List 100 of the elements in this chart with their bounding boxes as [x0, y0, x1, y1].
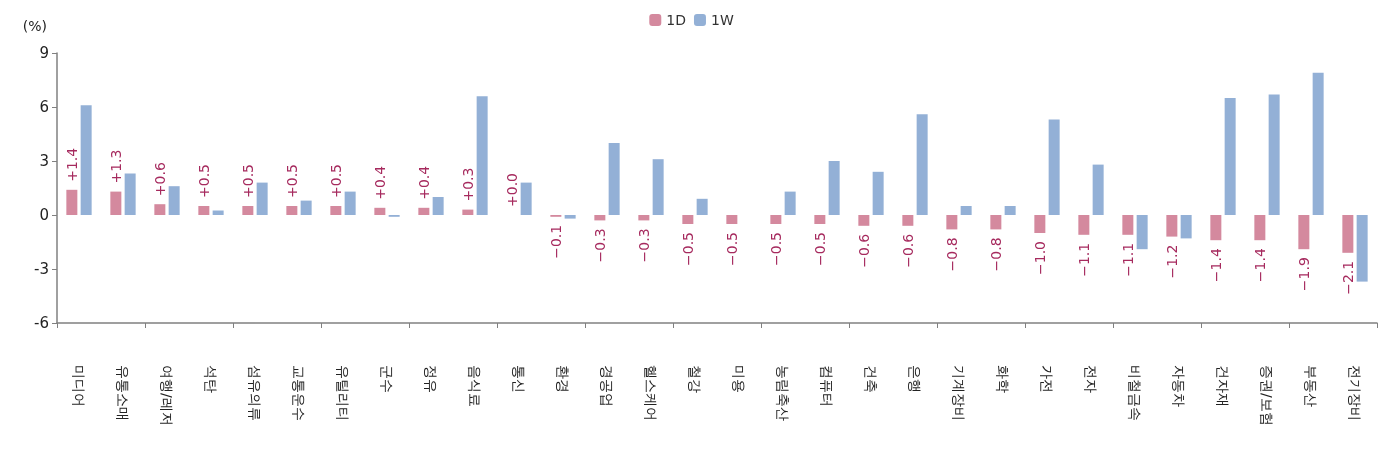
- bar: [344, 191, 356, 215]
- bar: [1004, 206, 1016, 215]
- bar: [1166, 215, 1178, 237]
- bar: [990, 215, 1002, 230]
- bar: [1312, 72, 1324, 215]
- data-label: −1.1: [1075, 242, 1092, 277]
- bar: [814, 215, 826, 224]
- bar: [168, 186, 180, 215]
- bar: [682, 215, 694, 224]
- bar: [1254, 215, 1266, 241]
- bar: [110, 191, 122, 215]
- data-label: +0.4: [371, 165, 388, 200]
- x-tick-label: 은행: [907, 365, 923, 393]
- y-tick-label: 9: [39, 44, 49, 62]
- bar: [1034, 215, 1046, 233]
- bar: [330, 206, 342, 215]
- bar: [564, 215, 576, 219]
- x-tick-label: 전자: [1083, 365, 1099, 393]
- x-tick-label: 건축: [863, 365, 879, 393]
- x-tick-label: 전기장비: [1347, 365, 1363, 421]
- data-label: −0.5: [811, 232, 828, 266]
- x-tick-label: 유틸리티: [335, 365, 351, 421]
- x-tick-label: 건자재: [1215, 365, 1231, 407]
- bar: [902, 215, 914, 226]
- bar: [770, 215, 782, 224]
- bar: [1224, 98, 1236, 215]
- x-tick-label: 부동산: [1303, 365, 1319, 407]
- bar: [1122, 215, 1134, 235]
- bar: [1078, 215, 1090, 235]
- bar: [286, 206, 298, 215]
- x-tick-label: 헬스케어: [643, 365, 659, 421]
- data-label: −0.6: [855, 233, 872, 268]
- x-tick-label: 여행/레저: [159, 365, 175, 426]
- bar: [1048, 119, 1060, 215]
- y-axis-title: (%): [22, 18, 47, 34]
- bar: [872, 171, 884, 215]
- bar: [1180, 215, 1192, 239]
- bar: [432, 197, 444, 215]
- bar: [1342, 215, 1354, 253]
- data-label: −1.4: [1251, 248, 1268, 283]
- bar: [520, 182, 532, 215]
- bar: [726, 215, 738, 224]
- bar: [1268, 94, 1280, 215]
- y-tick-label: 6: [39, 98, 49, 116]
- x-tick-label: 교통운수: [291, 365, 307, 421]
- x-tick-label: 미용: [731, 365, 747, 393]
- data-label: −0.3: [591, 228, 608, 263]
- data-label: −1.0: [1031, 241, 1048, 275]
- x-tick-label: 섬유의류: [247, 365, 263, 421]
- x-tick-label: 철강: [687, 365, 703, 393]
- bar: [828, 161, 840, 215]
- bar: [858, 215, 870, 226]
- x-tick-label: 미디어: [71, 365, 87, 407]
- x-tick-label: 화학: [995, 365, 1011, 393]
- y-tick-label: 3: [39, 152, 49, 170]
- x-tick-label: 석탄: [203, 365, 219, 393]
- bar: [374, 207, 386, 215]
- x-tick-label: 경공업: [599, 365, 615, 407]
- bar: [1092, 164, 1104, 215]
- data-label: −0.5: [767, 232, 784, 266]
- y-tick-label: -6: [34, 314, 49, 332]
- bar: [784, 191, 796, 215]
- x-tick-label: 증권/보험: [1259, 365, 1275, 426]
- data-label: +0.5: [195, 164, 212, 198]
- data-label: −1.2: [1163, 244, 1180, 279]
- data-label: +1.4: [63, 147, 80, 182]
- legend-label: 1W: [710, 12, 734, 28]
- data-label: −2.1: [1339, 260, 1356, 295]
- bar: [1356, 215, 1368, 282]
- x-tick-label: 컴퓨터: [819, 365, 835, 407]
- x-tick-label: 환경: [555, 365, 571, 393]
- data-label: −1.4: [1207, 248, 1224, 283]
- bar: [418, 207, 430, 215]
- x-tick-label: 유통소매: [115, 365, 131, 421]
- data-label: −0.6: [899, 233, 916, 268]
- data-label: −0.5: [723, 232, 740, 266]
- data-label: −1.1: [1119, 242, 1136, 277]
- x-tick-label: 농림축산: [775, 365, 791, 421]
- bar: [256, 182, 268, 215]
- x-tick-label: 음식료: [467, 365, 483, 407]
- bar: [594, 215, 606, 221]
- bar: [462, 209, 474, 215]
- data-label: +0.5: [327, 164, 344, 198]
- bar: [946, 215, 958, 230]
- data-label: −1.9: [1295, 257, 1312, 292]
- bar: [476, 96, 488, 215]
- y-tick-label: 0: [39, 206, 49, 224]
- data-label: +0.3: [459, 167, 476, 202]
- data-label: +0.5: [283, 164, 300, 198]
- data-label: +0.6: [151, 162, 168, 197]
- legend-label: 1D: [666, 12, 686, 28]
- bar: [916, 114, 928, 215]
- bar: [154, 204, 166, 215]
- bar: [242, 206, 254, 215]
- bar: [608, 143, 620, 215]
- bar: [300, 200, 312, 215]
- bar: [652, 159, 664, 215]
- bar: [66, 189, 78, 215]
- x-tick-label: 가전: [1039, 365, 1055, 393]
- bar: [80, 105, 92, 215]
